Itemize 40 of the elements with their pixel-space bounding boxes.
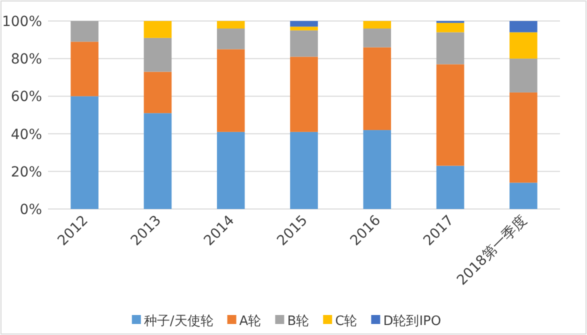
bar — [363, 130, 392, 209]
bar — [510, 58, 538, 92]
bar — [363, 21, 392, 29]
bar — [436, 64, 464, 166]
bar — [290, 26, 318, 30]
bar — [144, 72, 172, 114]
bar — [290, 30, 318, 57]
bar — [216, 49, 245, 132]
y-tick-label: 20% — [10, 164, 42, 180]
bar — [216, 28, 245, 50]
bar — [144, 38, 172, 72]
bar — [70, 96, 98, 209]
bar — [290, 21, 318, 27]
bar — [290, 56, 318, 132]
bar — [363, 47, 392, 130]
legend-label: 种子/天使轮 — [144, 314, 214, 329]
bar — [216, 132, 245, 209]
bar — [510, 32, 538, 59]
y-tick-label: 0% — [20, 202, 42, 218]
bar — [510, 21, 538, 32]
y-tick-label: 60% — [10, 89, 42, 106]
bar — [216, 21, 245, 29]
y-tick-label: 80% — [10, 52, 42, 68]
y-tick-label: 40% — [10, 126, 42, 143]
bar — [70, 42, 98, 96]
bar — [436, 22, 464, 32]
bar — [510, 92, 538, 183]
legend-label: A轮 — [239, 314, 262, 329]
legend-label: B轮 — [287, 314, 310, 329]
y-tick-label: 100% — [2, 14, 42, 30]
legend-label: D轮到IPO — [383, 314, 442, 329]
bar — [436, 32, 464, 64]
bar — [436, 166, 464, 209]
bar — [510, 182, 538, 209]
bar — [144, 21, 172, 38]
legend-label: C轮 — [335, 314, 358, 329]
bar — [290, 132, 318, 209]
bar — [363, 28, 392, 48]
bar — [144, 113, 172, 209]
bar — [70, 21, 98, 42]
